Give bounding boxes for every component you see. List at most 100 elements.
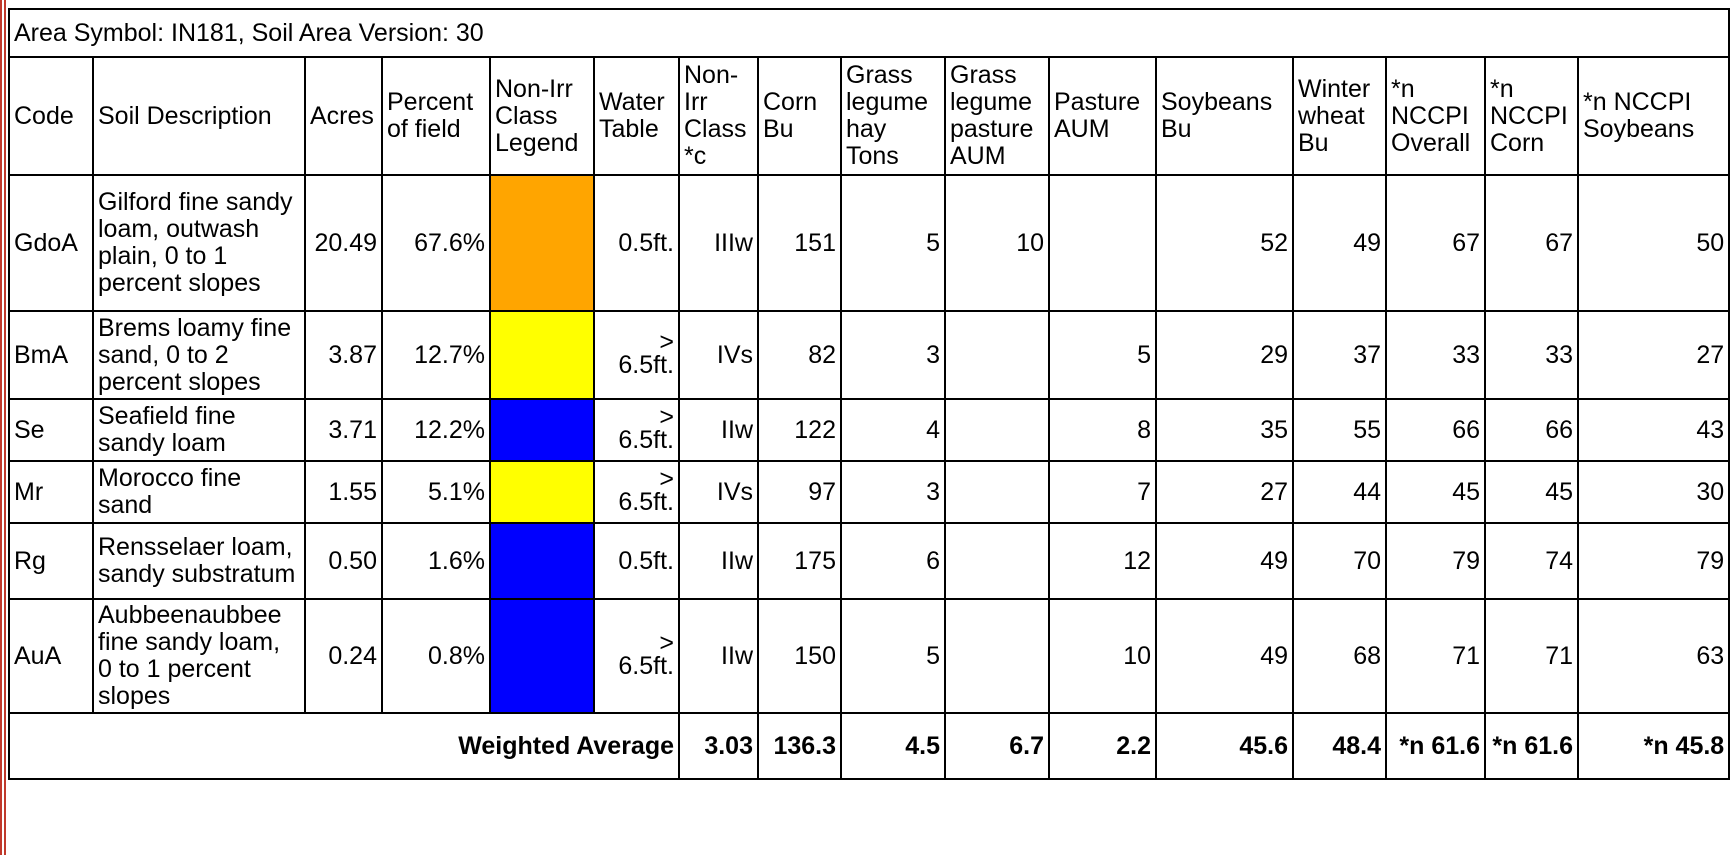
glpasture-cell <box>944 522 1050 600</box>
percent-cell: 0.8% <box>381 598 491 714</box>
hay-cell: 3 <box>840 310 946 400</box>
class-legend-swatch <box>489 598 595 714</box>
nccpi-o-cell: 71 <box>1385 598 1486 714</box>
corn-cell: 151 <box>757 174 842 312</box>
nccpi-o-cell: 79 <box>1385 522 1486 600</box>
weighted-cls: 3.03 <box>678 712 759 780</box>
water-table-qualifier: > <box>659 628 674 657</box>
soil-code: Se <box>8 398 94 462</box>
water-table-value: 6.5ft. <box>618 350 674 379</box>
weighted-nccpi-c: *n 61.6 <box>1484 712 1579 780</box>
column-header: Non-Irr Class Legend <box>489 56 595 176</box>
column-header: Water Table <box>593 56 680 176</box>
pasture-cell: 12 <box>1048 522 1157 600</box>
soy-cell: 27 <box>1155 460 1294 524</box>
acres-cell: 20.49 <box>304 174 383 312</box>
hay-cell: 6 <box>840 522 946 600</box>
column-header: Corn Bu <box>757 56 842 176</box>
nccpi-o-cell: 67 <box>1385 174 1486 312</box>
soil-description: Brems loamy fine sand, 0 to 2 percent sl… <box>92 310 306 400</box>
area-caption: Area Symbol: IN181, Soil Area Version: 3… <box>7 8 1731 58</box>
nccpi-c-cell: 74 <box>1484 522 1579 600</box>
acres-cell: 0.24 <box>304 598 383 714</box>
column-header: Soil Description <box>92 56 306 176</box>
weighted-wheat: 48.4 <box>1292 712 1387 780</box>
water-table-value: 0.5ft. <box>618 228 674 257</box>
water-table-cell: 0.5ft. <box>593 522 680 600</box>
glpasture-cell <box>944 310 1050 400</box>
column-header: *n NCCPI Corn <box>1484 56 1579 176</box>
class-legend-swatch <box>489 398 595 462</box>
weighted-glpasture: 6.7 <box>944 712 1050 780</box>
water-table-qualifier: > <box>659 402 674 431</box>
page-edge-rule <box>0 0 2 855</box>
percent-cell: 12.7% <box>381 310 491 400</box>
nccpi-c-cell: 33 <box>1484 310 1579 400</box>
nccpi-s-cell: 30 <box>1576 460 1731 524</box>
soy-cell: 49 <box>1155 522 1294 600</box>
water-table-cell: >6.5ft. <box>593 460 680 524</box>
soil-description: Aubbeenaubbee fine sandy loam, 0 to 1 pe… <box>92 598 306 714</box>
hay-cell: 5 <box>840 174 946 312</box>
nccpi-o-cell: 33 <box>1385 310 1486 400</box>
class-cell: IIw <box>678 598 759 714</box>
class-cell: IIw <box>678 398 759 462</box>
hay-cell: 4 <box>840 398 946 462</box>
class-legend-swatch <box>489 174 595 312</box>
weighted-corn: 136.3 <box>757 712 842 780</box>
class-cell: IVs <box>678 460 759 524</box>
soil-description: Gilford fine sandy loam, outwash plain, … <box>92 174 306 312</box>
nccpi-c-cell: 45 <box>1484 460 1579 524</box>
column-header: Grass legume pasture AUM <box>944 56 1050 176</box>
hay-cell: 5 <box>840 598 946 714</box>
soy-cell: 29 <box>1155 310 1294 400</box>
weighted-soy: 45.6 <box>1155 712 1294 780</box>
acres-cell: 3.87 <box>304 310 383 400</box>
pasture-cell: 7 <box>1048 460 1157 524</box>
pasture-cell <box>1048 174 1157 312</box>
wheat-cell: 68 <box>1292 598 1387 714</box>
soil-code: Rg <box>8 522 94 600</box>
corn-cell: 122 <box>757 398 842 462</box>
water-table-cell: >6.5ft. <box>593 398 680 462</box>
weighted-average-row: Weighted Average 3.03 136.3 4.5 6.7 2.2 45.6 48… <box>8 712 1731 780</box>
column-header: Non-Irr Class *c <box>678 56 759 176</box>
class-cell: IVs <box>678 310 759 400</box>
pasture-cell: 10 <box>1048 598 1157 714</box>
nccpi-o-cell: 45 <box>1385 460 1486 524</box>
column-header: *n NCCPI Soybeans <box>1576 56 1731 176</box>
corn-cell: 82 <box>757 310 842 400</box>
class-legend-swatch <box>489 522 595 600</box>
nccpi-s-cell: 63 <box>1576 598 1731 714</box>
nccpi-s-cell: 43 <box>1576 398 1731 462</box>
nccpi-s-cell: 27 <box>1576 310 1731 400</box>
percent-cell: 5.1% <box>381 460 491 524</box>
corn-cell: 97 <box>757 460 842 524</box>
nccpi-s-cell: 50 <box>1576 174 1731 312</box>
column-header: Winter wheat Bu <box>1292 56 1387 176</box>
weighted-pasture: 2.2 <box>1048 712 1157 780</box>
glpasture-cell <box>944 598 1050 714</box>
soil-code: BmA <box>8 310 94 400</box>
acres-cell: 1.55 <box>304 460 383 524</box>
glpasture-cell <box>944 398 1050 462</box>
water-table-value: 0.5ft. <box>618 546 674 575</box>
corn-cell: 175 <box>757 522 842 600</box>
percent-cell: 1.6% <box>381 522 491 600</box>
water-table-cell: >6.5ft. <box>593 598 680 714</box>
column-header: Percent of field <box>381 56 491 176</box>
weighted-nccpi-s: *n 45.8 <box>1576 712 1731 780</box>
soil-code: AuA <box>8 598 94 714</box>
water-table-value: 6.5ft. <box>618 651 674 680</box>
wheat-cell: 44 <box>1292 460 1387 524</box>
soil-description: Morocco fine sand <box>92 460 306 524</box>
nccpi-c-cell: 71 <box>1484 598 1579 714</box>
weighted-hay: 4.5 <box>840 712 946 780</box>
weighted-average-label: Weighted Average <box>8 712 680 780</box>
hay-cell: 3 <box>840 460 946 524</box>
percent-cell: 12.2% <box>381 398 491 462</box>
glpasture-cell <box>944 460 1050 524</box>
page-edge-rule-inner <box>4 0 6 855</box>
water-table-cell: >6.5ft. <box>593 310 680 400</box>
column-header: Grass legume hay Tons <box>840 56 946 176</box>
